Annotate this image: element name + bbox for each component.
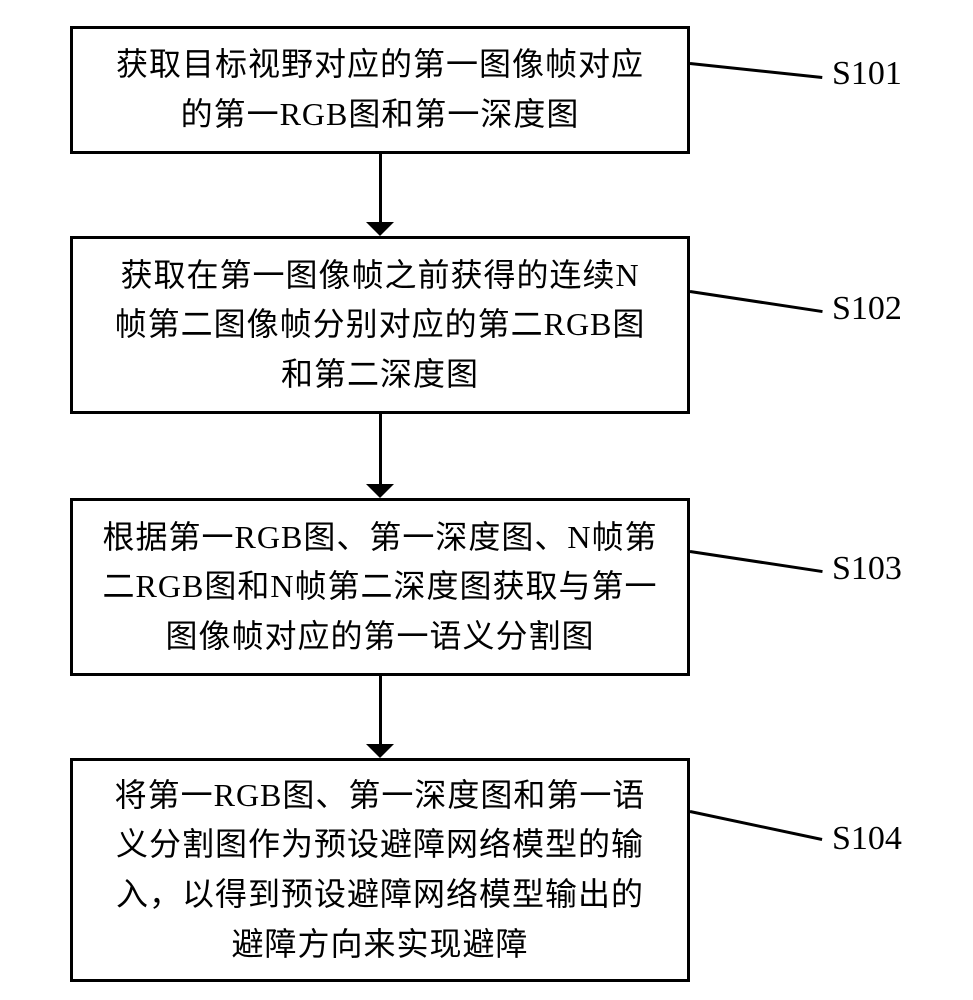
flow-node-text: 将第一RGB图、第一深度图和第一语义分割图作为预设避障网络模型的输入，以得到预设… [115,771,646,969]
flow-node-text: 获取在第一图像帧之前获得的连续N帧第二图像帧分别对应的第二RGB图和第二深度图 [115,251,646,400]
step-label-s101: S101 [832,55,902,93]
step-label-s103: S103 [832,550,902,588]
leader-line [690,810,823,841]
leader-line [690,62,822,79]
edge-line [379,676,382,744]
flow-node-text: 获取目标视野对应的第一图像帧对应的第一RGB图和第一深度图 [116,40,644,139]
flowchart-canvas: 获取目标视野对应的第一图像帧对应的第一RGB图和第一深度图 S101 获取在第一图像… [0,0,973,1000]
edge-arrowhead [366,744,394,758]
flow-node-s102: 获取在第一图像帧之前获得的连续N帧第二图像帧分别对应的第二RGB图和第二深度图 [70,236,690,414]
flow-node-s104: 将第一RGB图、第一深度图和第一语义分割图作为预设避障网络模型的输入，以得到预设… [70,758,690,982]
edge-arrowhead [366,484,394,498]
leader-line [690,290,822,313]
step-label-s102: S102 [832,290,902,328]
edge-line [379,414,382,484]
flow-node-s101: 获取目标视野对应的第一图像帧对应的第一RGB图和第一深度图 [70,26,690,154]
flow-node-text: 根据第一RGB图、第一深度图、N帧第二RGB图和N帧第二深度图获取与第一图像帧对… [103,513,658,662]
leader-line [690,550,822,573]
flow-node-s103: 根据第一RGB图、第一深度图、N帧第二RGB图和N帧第二深度图获取与第一图像帧对… [70,498,690,676]
edge-arrowhead [366,222,394,236]
edge-line [379,154,382,222]
step-label-s104: S104 [832,820,902,858]
